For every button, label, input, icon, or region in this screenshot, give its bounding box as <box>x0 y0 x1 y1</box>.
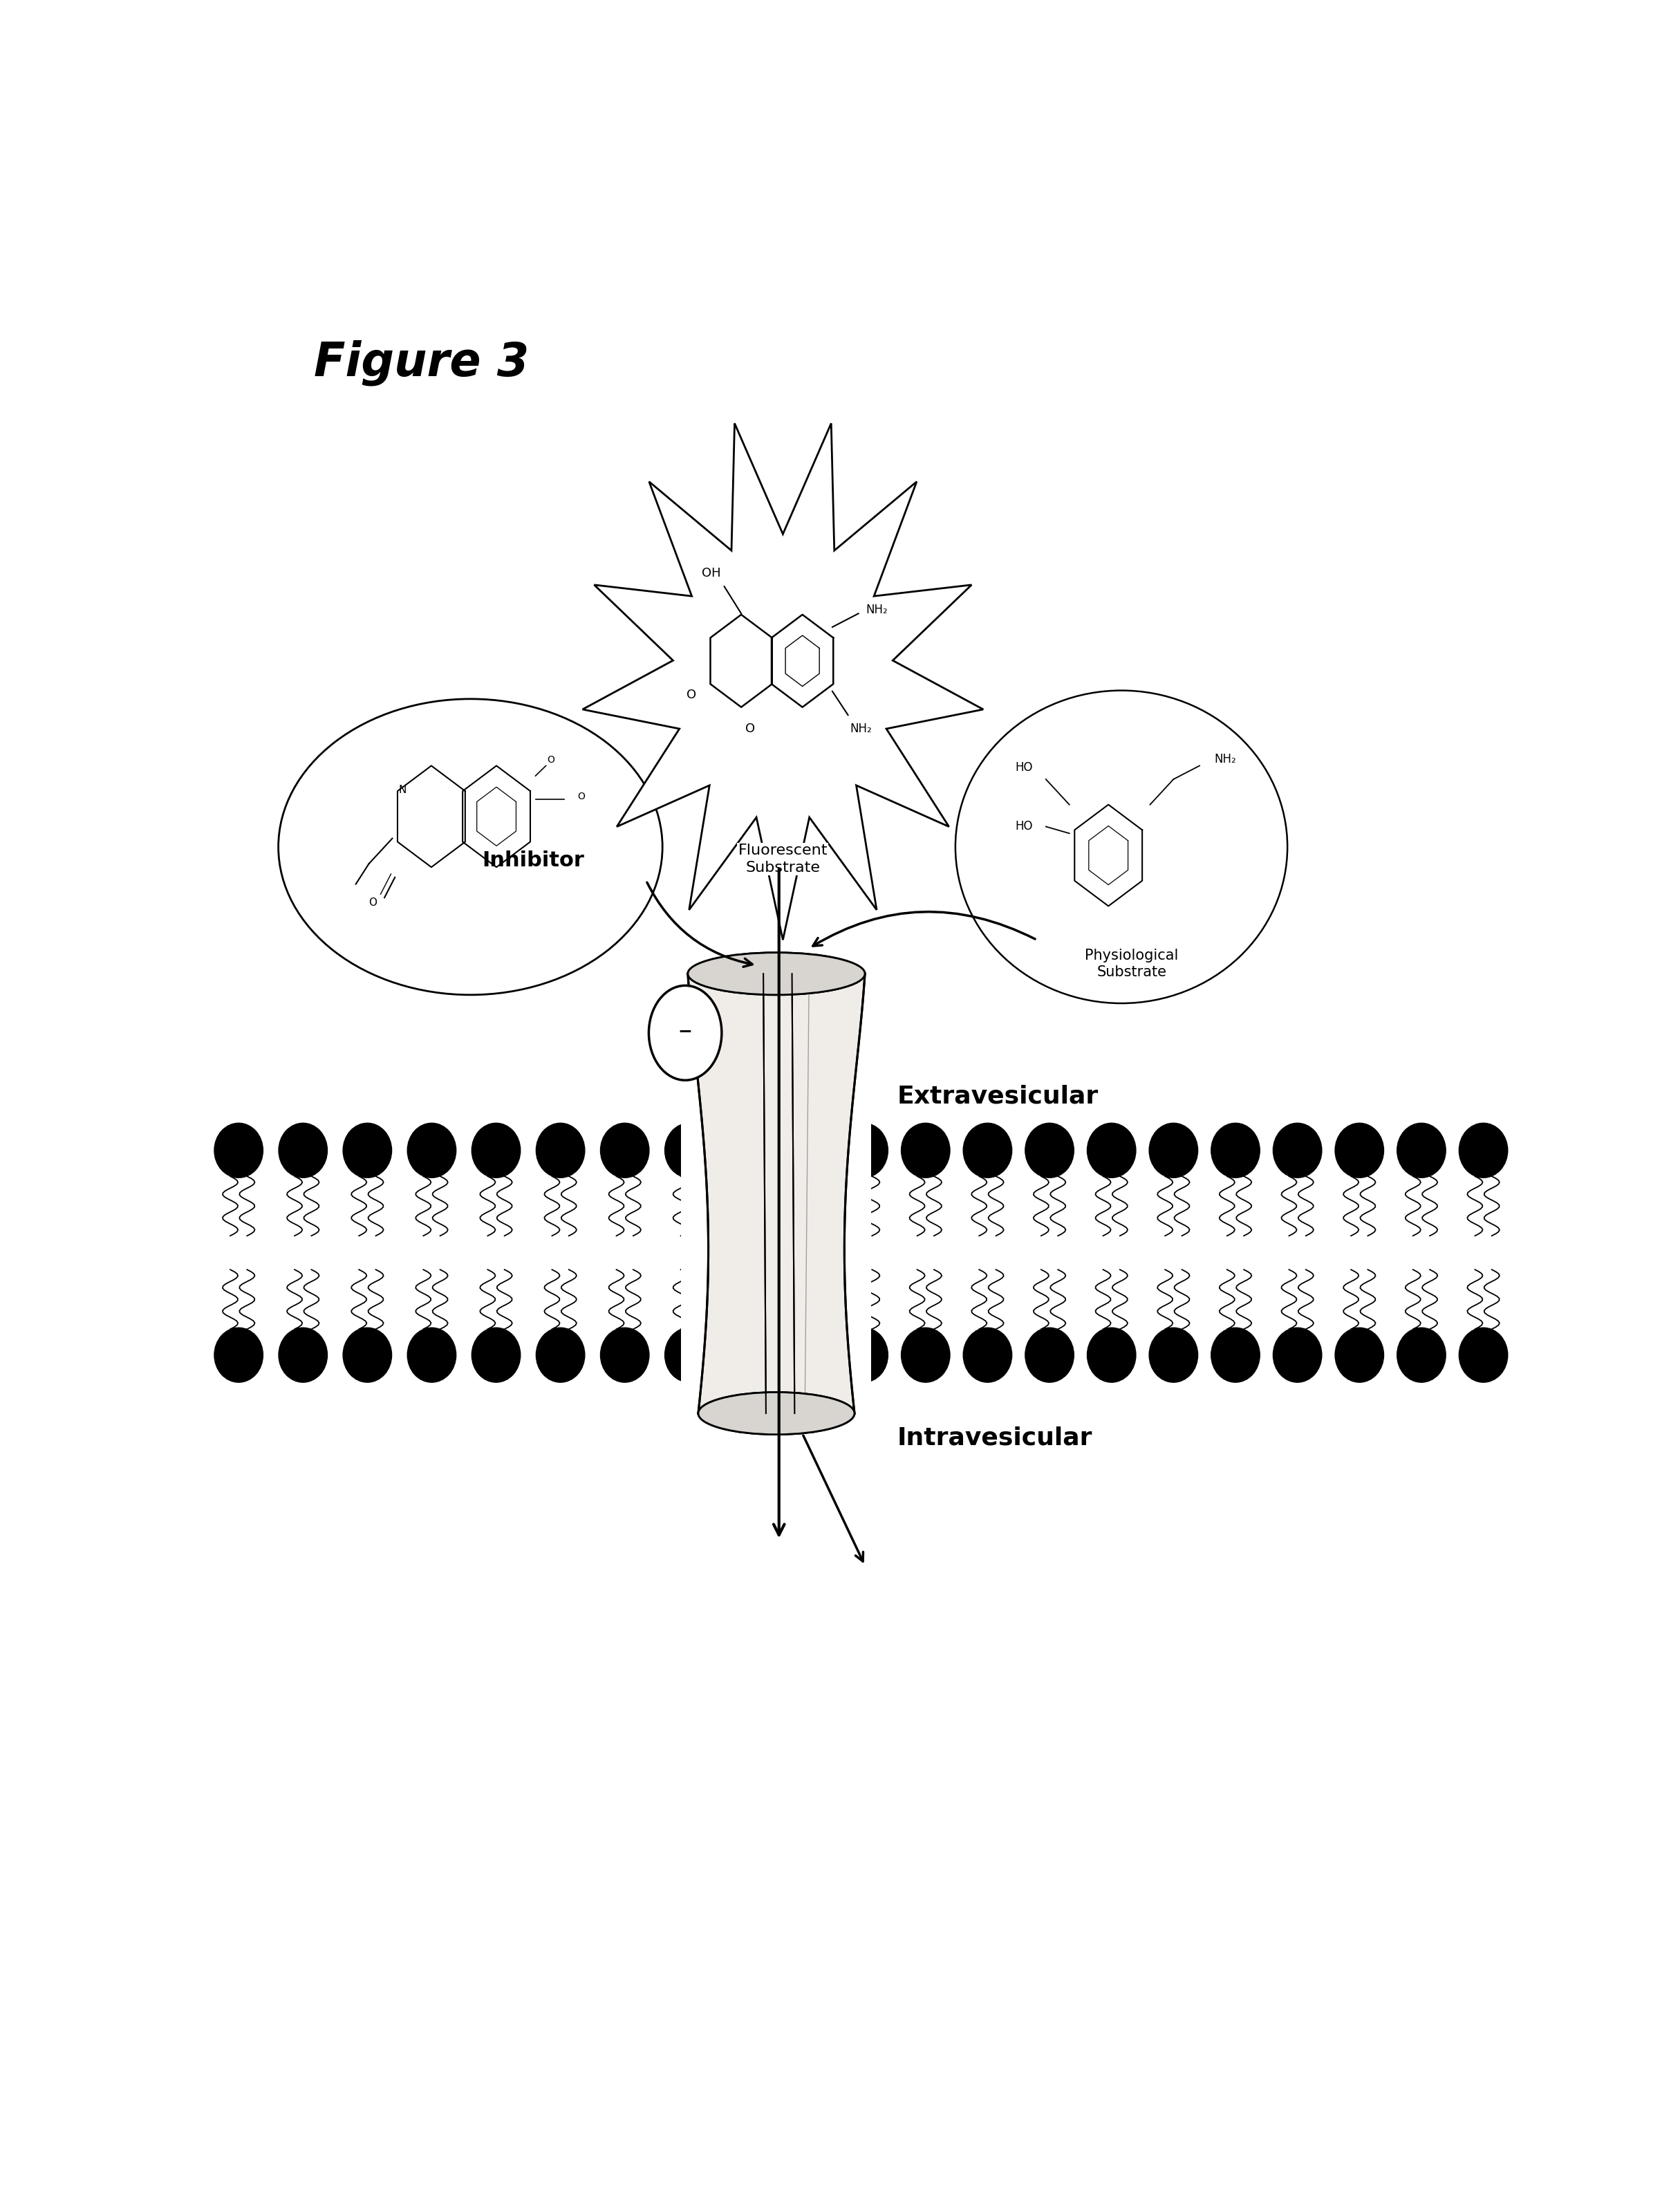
Ellipse shape <box>1025 1122 1074 1177</box>
Circle shape <box>648 986 722 1080</box>
Ellipse shape <box>840 1122 889 1177</box>
Ellipse shape <box>840 1329 889 1381</box>
Ellipse shape <box>1087 1122 1136 1177</box>
Text: O: O <box>368 898 376 909</box>
Text: NH₂: NH₂ <box>1215 753 1236 764</box>
Ellipse shape <box>1458 1329 1507 1381</box>
Ellipse shape <box>665 1329 714 1381</box>
Ellipse shape <box>1087 1329 1136 1381</box>
Text: Intravesicular: Intravesicular <box>897 1425 1092 1449</box>
Ellipse shape <box>1398 1329 1446 1381</box>
Ellipse shape <box>472 1329 521 1381</box>
Ellipse shape <box>1273 1122 1322 1177</box>
Ellipse shape <box>963 1122 1011 1177</box>
Ellipse shape <box>1336 1122 1384 1177</box>
Ellipse shape <box>687 953 865 995</box>
Text: OH: OH <box>702 567 721 580</box>
Ellipse shape <box>1398 1122 1446 1177</box>
Ellipse shape <box>279 1329 328 1381</box>
Ellipse shape <box>407 1122 455 1177</box>
Ellipse shape <box>665 1122 714 1177</box>
Ellipse shape <box>1273 1329 1322 1381</box>
Text: Extravesicular: Extravesicular <box>897 1085 1099 1109</box>
Ellipse shape <box>687 953 865 995</box>
Text: Inhibitor: Inhibitor <box>482 850 585 870</box>
Ellipse shape <box>963 1329 1011 1381</box>
Ellipse shape <box>699 1392 855 1434</box>
Text: O: O <box>687 690 697 701</box>
Ellipse shape <box>215 1329 264 1381</box>
Ellipse shape <box>1211 1122 1260 1177</box>
Ellipse shape <box>1336 1329 1384 1381</box>
Ellipse shape <box>472 1122 521 1177</box>
Ellipse shape <box>900 1329 949 1381</box>
Ellipse shape <box>956 690 1287 1004</box>
Text: HO: HO <box>1015 762 1033 773</box>
Ellipse shape <box>343 1329 391 1381</box>
Ellipse shape <box>600 1329 648 1381</box>
Ellipse shape <box>343 1122 391 1177</box>
Ellipse shape <box>536 1329 585 1381</box>
Ellipse shape <box>1149 1329 1198 1381</box>
Polygon shape <box>687 973 865 1414</box>
Ellipse shape <box>407 1329 455 1381</box>
Ellipse shape <box>279 698 662 995</box>
Ellipse shape <box>900 1122 949 1177</box>
Ellipse shape <box>215 1122 264 1177</box>
Ellipse shape <box>1458 1122 1507 1177</box>
Text: O: O <box>578 793 585 802</box>
Text: −: − <box>679 1023 692 1039</box>
Ellipse shape <box>1211 1329 1260 1381</box>
Ellipse shape <box>1149 1122 1198 1177</box>
Ellipse shape <box>1025 1329 1074 1381</box>
Polygon shape <box>583 424 983 940</box>
Text: NH₂: NH₂ <box>850 722 872 736</box>
Ellipse shape <box>536 1122 585 1177</box>
Text: N: N <box>398 784 407 795</box>
Text: Physiological
Substrate: Physiological Substrate <box>1085 949 1179 979</box>
Ellipse shape <box>699 1392 855 1434</box>
Text: HO: HO <box>1015 821 1033 832</box>
Polygon shape <box>682 1105 872 1401</box>
Text: O: O <box>746 722 756 736</box>
Text: O: O <box>548 755 554 764</box>
Ellipse shape <box>600 1122 648 1177</box>
Text: NH₂: NH₂ <box>865 604 887 617</box>
Text: Fluorescent
Substrate: Fluorescent Substrate <box>738 843 828 874</box>
Polygon shape <box>687 973 865 1414</box>
Ellipse shape <box>279 1122 328 1177</box>
Text: Figure 3: Figure 3 <box>314 340 529 386</box>
